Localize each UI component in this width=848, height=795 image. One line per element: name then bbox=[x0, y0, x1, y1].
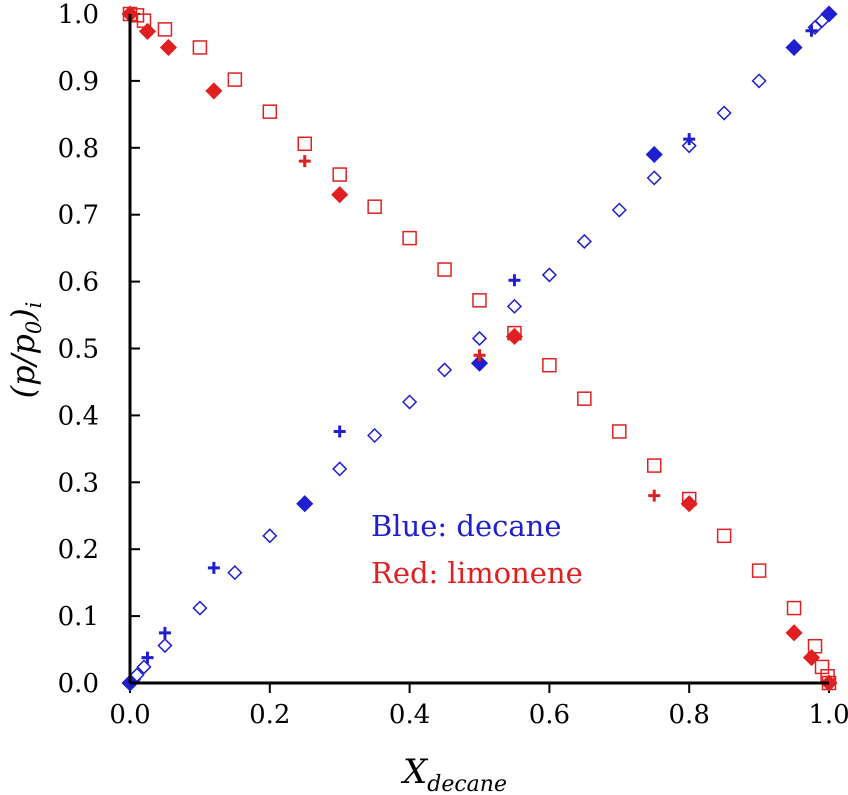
point-blue-open-diamond-17 bbox=[681, 138, 697, 154]
point-blue-open-diamond-8 bbox=[367, 427, 383, 444]
y-axis-label-prefix: (p/p bbox=[4, 334, 42, 398]
point-red-plus-0 bbox=[298, 155, 311, 168]
x-tick-label-1: 0.2 bbox=[249, 700, 290, 730]
x-tick-label-0: 0.0 bbox=[109, 700, 150, 730]
point-blue-plus-6 bbox=[805, 24, 818, 37]
point-red-filled-diamond-2 bbox=[159, 38, 178, 57]
x-axis-label-main: X bbox=[400, 752, 429, 792]
point-red-open-square-4 bbox=[192, 40, 208, 55]
marks-layer bbox=[121, 5, 838, 692]
point-blue-open-diamond-10 bbox=[436, 362, 453, 378]
point-blue-plus-3 bbox=[333, 425, 346, 438]
x-tick-label-2: 0.4 bbox=[389, 700, 430, 730]
point-red-filled-diamond-6 bbox=[680, 495, 698, 513]
y-tick-label-10: 1.0 bbox=[58, 0, 99, 30]
point-red-plus-2 bbox=[648, 489, 661, 502]
point-red-filled-diamond-1 bbox=[138, 22, 157, 40]
point-red-open-square-23 bbox=[814, 659, 830, 675]
point-red-open-square-10 bbox=[402, 230, 417, 246]
y-tick-label-3: 0.3 bbox=[58, 468, 99, 498]
point-blue-open-diamond-3 bbox=[157, 637, 173, 654]
point-blue-open-diamond-14 bbox=[576, 233, 592, 250]
y-axis-label: (p/p0)i bbox=[4, 302, 46, 399]
point-red-open-square-14 bbox=[542, 357, 557, 373]
point-blue-filled-diamond-5 bbox=[820, 5, 838, 23]
point-red-open-square-19 bbox=[716, 528, 732, 544]
y-tick-label-0: 0.0 bbox=[58, 669, 99, 699]
point-red-open-square-9 bbox=[367, 199, 382, 214]
y-axis-label-subi: i bbox=[22, 302, 46, 309]
x-axis-label-sub: decane bbox=[427, 772, 507, 795]
y-tick-label-4: 0.4 bbox=[58, 401, 99, 431]
point-blue-open-diamond-18 bbox=[716, 105, 732, 121]
point-red-open-square-3 bbox=[157, 22, 173, 37]
axes-layer bbox=[128, 14, 829, 685]
y-axis-label-sub0: 0 bbox=[22, 321, 46, 334]
point-blue-filled-diamond-4 bbox=[785, 38, 803, 57]
point-red-filled-diamond-8 bbox=[802, 649, 821, 667]
point-blue-open-diamond-16 bbox=[646, 170, 662, 186]
point-red-open-square-20 bbox=[751, 563, 767, 578]
y-tick-label-8: 0.8 bbox=[58, 134, 99, 164]
point-red-open-square-7 bbox=[297, 136, 312, 152]
point-blue-plus-0 bbox=[141, 651, 154, 664]
ticks-layer: 0.0 0.2 0.4 0.6 0.8 1.0 0.0 0.1 0.2 0.3 0.4 0.5 0.6 0… bbox=[58, 0, 848, 730]
point-blue-open-diamond-19 bbox=[751, 73, 767, 89]
point-blue-open-diamond-11 bbox=[471, 330, 488, 347]
point-blue-plus-2 bbox=[207, 561, 220, 574]
point-red-open-square-21 bbox=[786, 600, 802, 616]
point-red-open-square-8 bbox=[332, 167, 347, 182]
point-red-open-square-17 bbox=[647, 458, 662, 473]
point-red-open-square-5 bbox=[227, 72, 243, 87]
point-blue-open-diamond-6 bbox=[262, 528, 278, 544]
x-tick-label-4: 0.8 bbox=[669, 700, 710, 730]
y-tick-label-1: 0.1 bbox=[58, 602, 99, 632]
y-axis-label-close: ) bbox=[4, 308, 42, 321]
point-blue-open-diamond-13 bbox=[541, 267, 557, 283]
legend-annotation-red: Red: limonene bbox=[371, 556, 583, 590]
point-red-open-square-6 bbox=[262, 104, 278, 119]
x-axis-label: Xdecane bbox=[400, 752, 507, 795]
point-blue-open-diamond-7 bbox=[332, 461, 348, 477]
legend-annotation-blue: Blue: decane bbox=[371, 509, 562, 543]
y-tick-label-6: 0.6 bbox=[58, 268, 99, 298]
y-tick-label-2: 0.2 bbox=[58, 535, 99, 565]
point-red-plus-1 bbox=[473, 349, 486, 362]
point-blue-open-diamond-2 bbox=[136, 659, 152, 675]
y-tick-label-9: 0.9 bbox=[58, 67, 99, 97]
point-blue-open-diamond-12 bbox=[506, 298, 523, 314]
point-blue-plus-5 bbox=[683, 133, 696, 146]
x-tick-label-3: 0.6 bbox=[529, 700, 570, 730]
point-blue-open-diamond-5 bbox=[227, 565, 243, 581]
x-tick-label-5: 1.0 bbox=[808, 700, 848, 730]
point-red-open-square-15 bbox=[577, 391, 592, 406]
point-blue-open-diamond-4 bbox=[192, 600, 208, 616]
point-blue-filled-diamond-1 bbox=[296, 495, 314, 513]
point-red-open-square-12 bbox=[472, 293, 487, 308]
point-blue-plus-4 bbox=[508, 274, 521, 287]
point-blue-open-diamond-15 bbox=[611, 202, 627, 218]
point-blue-filled-diamond-3 bbox=[645, 145, 663, 164]
point-red-open-square-11 bbox=[437, 262, 452, 277]
point-blue-plus-1 bbox=[158, 626, 171, 639]
point-red-filled-diamond-7 bbox=[785, 624, 803, 642]
point-red-filled-diamond-3 bbox=[205, 82, 223, 100]
point-red-filled-diamond-4 bbox=[331, 186, 349, 204]
point-blue-filled-diamond-2 bbox=[470, 354, 489, 372]
point-blue-open-diamond-9 bbox=[402, 394, 418, 410]
point-red-open-square-16 bbox=[612, 424, 627, 439]
y-tick-label-7: 0.7 bbox=[58, 201, 99, 231]
point-red-filled-diamond-5 bbox=[505, 327, 524, 346]
y-tick-label-5: 0.5 bbox=[58, 335, 99, 365]
